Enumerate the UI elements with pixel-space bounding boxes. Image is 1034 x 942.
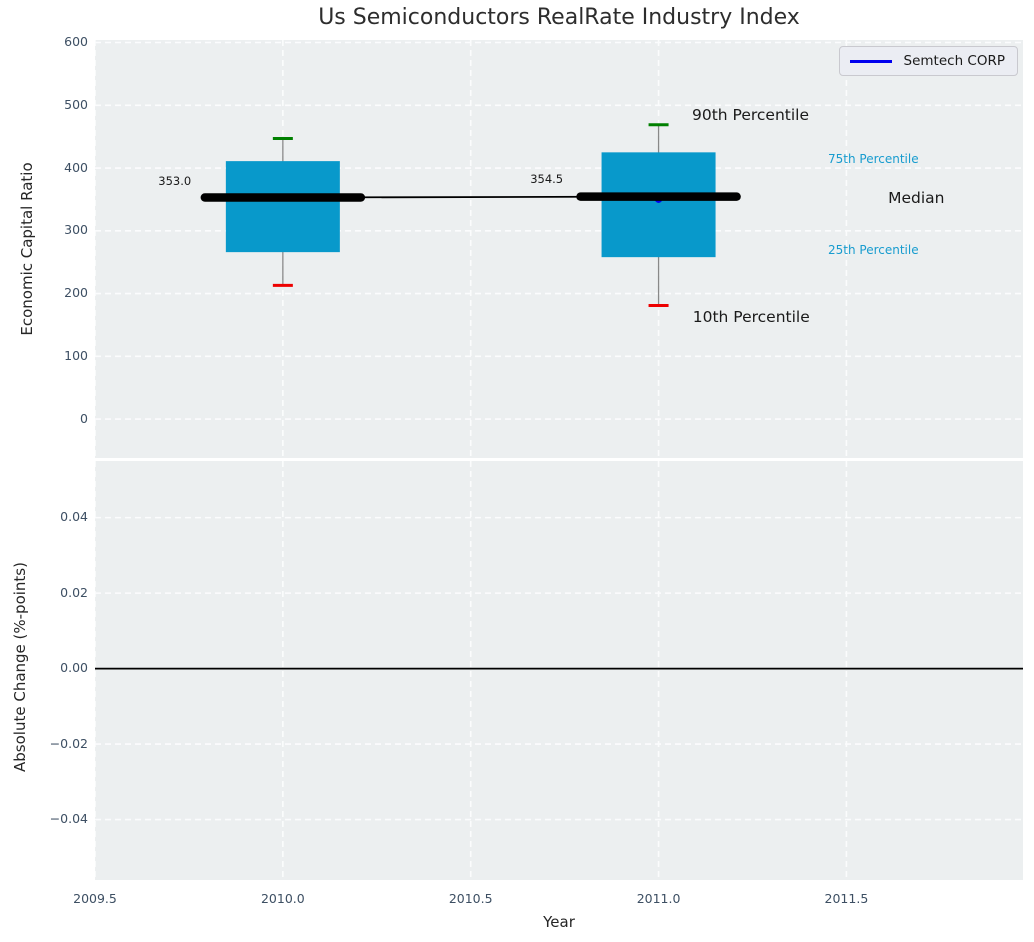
y-tick-label-top: 0 [80,410,88,426]
x-tick-label: 2010.5 [448,891,493,906]
annotation-353-0: 353.0 [158,174,192,189]
legend-label: Semtech CORP [903,53,1005,69]
percentile-box [601,152,716,258]
legend: Semtech CORP [838,46,1018,76]
x-tick-label: 2010.0 [260,891,305,906]
y-tick-label-top: 200 [64,285,88,301]
y-tick-label-top: 400 [64,159,88,175]
y-tick-label-bottom: 0.04 [60,509,88,525]
axes-plot-area [95,461,1023,880]
y-tick-label-bottom: −0.04 [49,811,88,827]
x-tick-label: 2009.5 [73,891,117,906]
y-tick-label-top: 300 [64,222,88,238]
annotation-90th-percentile: 90th Percentile [692,106,810,125]
top-axes: 353.0 354.5 90th Percentile 10th Percentile… [95,40,1023,458]
percentile-box [225,161,340,253]
x-tick-label: 2011.0 [636,891,681,906]
y-tick-label-top: 100 [64,347,88,363]
legend-line-sample [849,59,892,63]
y-tick-label-top: 600 [64,34,88,49]
y-tick-label-top: 500 [64,96,88,112]
annotation-75th-percentile: 75th Percentile [828,152,919,167]
y-axis-label-bottom: Absolute Change (%-points) [11,562,29,772]
annotation-354-5: 354.5 [530,172,564,187]
chart-title: Us Semiconductors RealRate Industry Inde… [318,5,800,30]
bottom-axes [95,461,1023,880]
axes-plot-area [95,40,1023,458]
annotation-25th-percentile: 25th Percentile [828,243,919,258]
y-axis-label-top: Economic Capital Ratio [18,162,36,336]
x-axis-label: Year [543,913,575,931]
annotation-10th-percentile: 10th Percentile [692,307,810,326]
x-tick-label: 2011.5 [824,891,869,906]
annotation-median: Median [888,189,945,208]
